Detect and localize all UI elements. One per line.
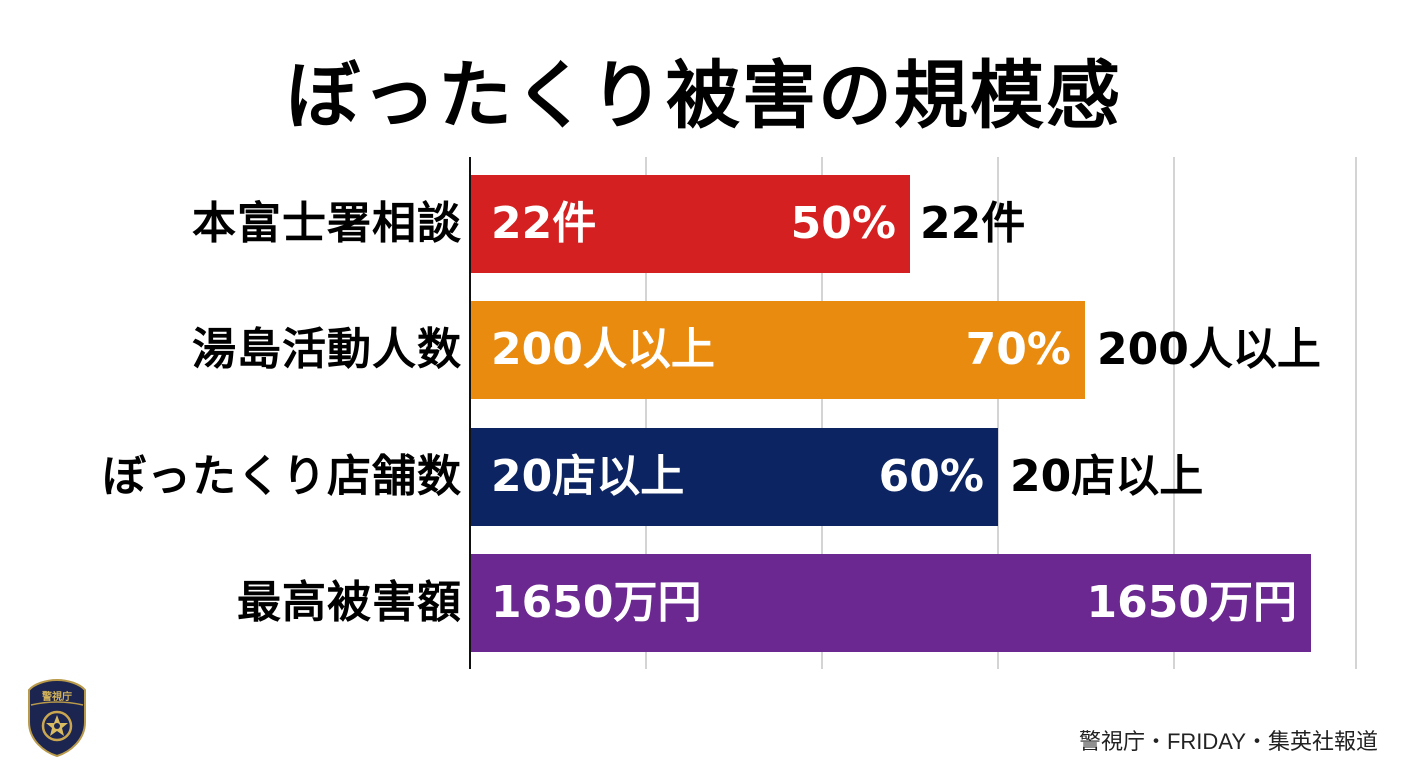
bar-percent-label: 50% [790, 198, 896, 249]
bar-outside-label: 22件 [920, 198, 1026, 249]
bar-max-damage-amount: 1650万円 1650万円 [471, 554, 1311, 652]
bar-yushima-active-people: 200人以上 70% [471, 301, 1085, 399]
police-emblem-icon: 警視庁 [26, 678, 88, 758]
bar-value-label: 200人以上 [491, 324, 715, 375]
category-label: 本富士署相談 [192, 198, 462, 249]
category-label: 最高被害額 [237, 577, 462, 628]
bar-honfuji-consultations: 22件 50% [471, 175, 910, 273]
chart-title: ぼったくり被害の規模感 [286, 53, 1122, 139]
gridline [997, 157, 999, 669]
bar-percent-label: 60% [878, 451, 984, 502]
source-credit: 警視庁・FRIDAY・集英社報道 [1078, 729, 1378, 754]
gridline [645, 157, 647, 669]
bar-rip-off-shops: 20店以上 60% [471, 428, 998, 526]
gridline [1173, 157, 1175, 669]
bar-value-label: 1650万円 [491, 577, 702, 628]
bar-value-label: 22件 [491, 198, 597, 249]
bar-value-label: 20店以上 [491, 451, 685, 502]
gridline [1355, 157, 1357, 669]
bar-outside-label: 20店以上 [1010, 451, 1204, 502]
category-label: ぼったくり店舗数 [102, 451, 462, 502]
bar-outside-label: 200人以上 [1097, 324, 1321, 375]
bar-percent-label: 70% [965, 324, 1071, 375]
emblem-text: 警視庁 [41, 690, 72, 703]
category-label: 湯島活動人数 [192, 324, 462, 375]
gridline [821, 157, 823, 669]
bar-value-label-right: 1650万円 [1086, 577, 1297, 628]
y-axis-line [469, 157, 471, 669]
